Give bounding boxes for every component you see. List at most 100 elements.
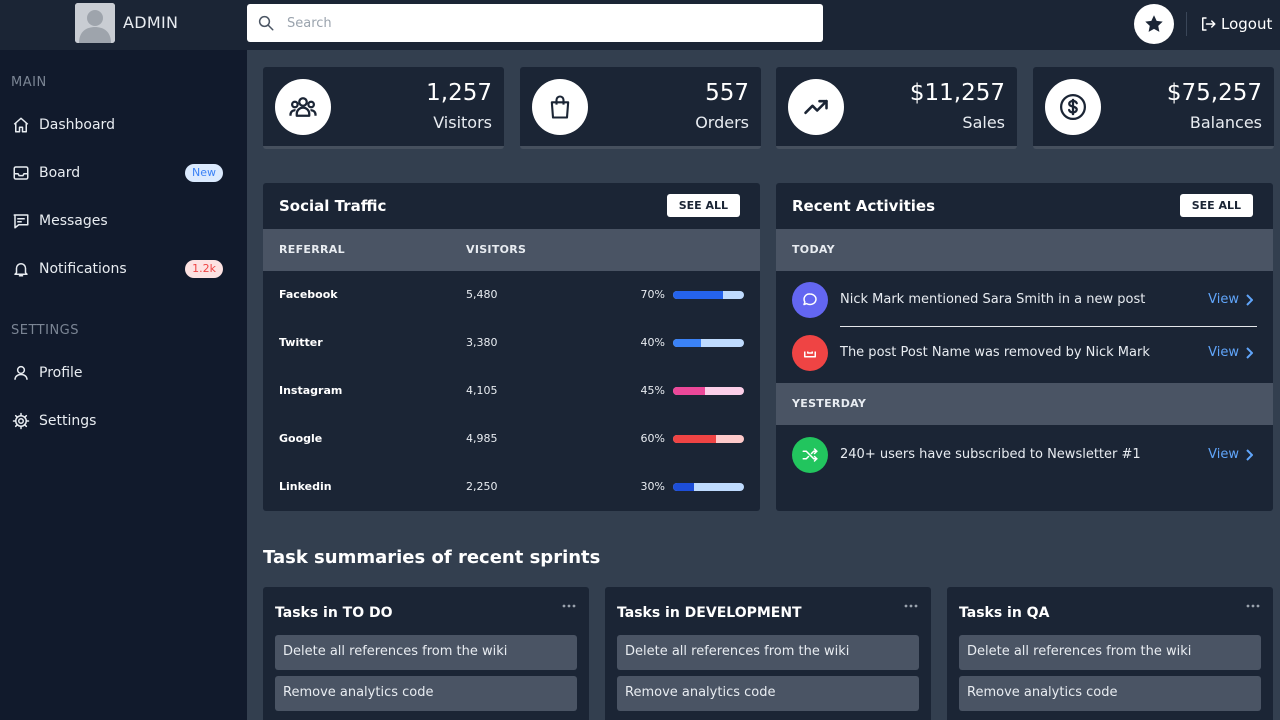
view-label: View (1208, 292, 1239, 307)
progress-bar-fill (673, 387, 705, 395)
percent-label: 60% (640, 432, 665, 445)
user-icon (14, 365, 28, 380)
chevron-right-icon (1246, 346, 1253, 359)
stat-value: $11,257 (909, 80, 1005, 106)
task-card[interactable]: Remove analytics code (617, 676, 919, 711)
view-link[interactable]: View (1208, 447, 1253, 462)
referral-name: Linkedin (279, 480, 332, 493)
stat-icon-circle (532, 79, 588, 135)
activity-group-label: YESTERDAY (792, 397, 867, 410)
sidebar-item-settings[interactable]: Settings (0, 403, 247, 439)
logout-button[interactable]: Logout (1199, 13, 1272, 35)
progress-bar (673, 387, 744, 395)
table-header: REFERRAL VISITORS (263, 229, 760, 271)
progress-bar (673, 339, 744, 347)
bell-icon (14, 263, 28, 277)
percent-label: 70% (640, 288, 665, 301)
activity-item: The post Post Name was removed by Nick M… (776, 327, 1273, 379)
column-header-visitors: VISITORS (466, 243, 527, 256)
sidebar-item-label: Profile (39, 365, 83, 381)
table-row: Google 4,985 60% (263, 415, 760, 463)
task-label: Delete all references from the wiki (283, 644, 508, 659)
recent-activities-panel: Recent Activities SEE ALL TODAY Nick Mar… (776, 183, 1273, 511)
sidebar-item-dashboard[interactable]: Dashboard (0, 107, 247, 143)
activity-text: The post Post Name was removed by Nick M… (840, 345, 1150, 360)
section-title: Task summaries of recent sprints (263, 547, 601, 568)
more-options-icon[interactable] (1245, 601, 1261, 611)
progress-bar (673, 435, 744, 443)
favorites-button[interactable] (1134, 4, 1174, 44)
task-card[interactable]: Delete all references from the wiki (617, 635, 919, 670)
activity-item: Nick Mark mentioned Sara Smith in a new … (776, 274, 1273, 326)
stat-card-orders: 557 Orders (520, 67, 761, 149)
divider (840, 326, 1257, 327)
search-input[interactable] (287, 4, 807, 42)
percent-label: 30% (640, 480, 665, 493)
stat-label: Visitors (433, 113, 492, 132)
chevron-right-icon (1246, 293, 1253, 306)
trending-up-icon (804, 99, 828, 115)
notifications-count-badge: 1.2k (185, 260, 223, 278)
star-icon (1145, 15, 1163, 32)
view-link[interactable]: View (1208, 292, 1253, 307)
user-avatar-icon (75, 3, 115, 43)
avatar[interactable] (75, 3, 115, 43)
task-card[interactable]: Delete all references from the wiki (959, 635, 1261, 670)
referral-name: Instagram (279, 384, 343, 397)
stat-card-balances: $75,257 Balances (1033, 67, 1274, 149)
sidebar-item-notifications[interactable]: Notifications 1.2k (0, 251, 247, 287)
see-all-button[interactable]: SEE ALL (1179, 194, 1253, 217)
view-label: View (1208, 447, 1239, 462)
referral-name: Twitter (279, 336, 323, 349)
search-box[interactable] (247, 4, 823, 42)
sidebar-section-main: MAIN (11, 75, 47, 90)
sprint-column-title: Tasks in TO DO (275, 605, 393, 621)
activity-group-header: TODAY (776, 229, 1273, 271)
divider (1186, 12, 1187, 36)
top-bar: ADMIN Logout (0, 0, 1280, 50)
task-card[interactable]: Remove analytics code (959, 676, 1261, 711)
table-row: Twitter 3,380 40% (263, 319, 760, 367)
sprint-column-todo: Tasks in TO DO Delete all references fro… (263, 587, 589, 720)
sidebar-item-messages[interactable]: Messages (0, 203, 247, 239)
task-card[interactable]: Remove analytics code (275, 676, 577, 711)
sidebar-item-board[interactable]: Board New (0, 155, 247, 191)
view-label: View (1208, 345, 1239, 360)
gear-icon (12, 412, 30, 430)
panel-title: Recent Activities (792, 197, 936, 215)
chevron-right-icon (1246, 448, 1253, 461)
percent-label: 40% (640, 336, 665, 349)
people-icon (289, 97, 317, 117)
chat-icon (13, 214, 29, 229)
table-row: Instagram 4,105 45% (263, 367, 760, 415)
task-label: Remove analytics code (625, 685, 776, 700)
more-options-icon[interactable] (903, 601, 919, 611)
dollar-icon (1060, 94, 1086, 120)
referral-name: Google (279, 432, 323, 445)
stat-card-visitors: 1,257 Visitors (263, 67, 504, 149)
home-icon (13, 117, 29, 133)
sidebar-item-label: Board (39, 165, 81, 181)
search-icon (258, 15, 274, 31)
task-card[interactable]: Delete all references from the wiki (275, 635, 577, 670)
view-link[interactable]: View (1208, 345, 1253, 360)
stat-label: Balances (1189, 113, 1262, 132)
sprint-column-qa: Tasks in QA Delete all references from t… (947, 587, 1273, 720)
more-options-icon[interactable] (561, 601, 577, 611)
progress-bar-fill (673, 435, 716, 443)
see-all-button[interactable]: SEE ALL (666, 194, 740, 217)
sidebar-item-label: Settings (39, 413, 97, 429)
message-circle-icon (803, 293, 817, 306)
progress-bar-fill (673, 483, 695, 491)
activity-text: 240+ users have subscribed to Newsletter… (840, 447, 1141, 462)
shopping-bag-icon (550, 95, 570, 119)
sprint-column-title: Tasks in DEVELOPMENT (617, 605, 802, 621)
sidebar-item-label: Messages (39, 213, 108, 229)
sidebar-item-profile[interactable]: Profile (0, 355, 247, 391)
sidebar-item-label: Notifications (39, 261, 127, 277)
stat-value: 1,257 (426, 80, 492, 106)
activity-text: Nick Mark mentioned Sara Smith in a new … (840, 292, 1146, 307)
sprint-column-development: Tasks in DEVELOPMENT Delete all referenc… (605, 587, 931, 720)
activity-group-label: TODAY (792, 243, 835, 256)
progress-bar (673, 291, 744, 299)
